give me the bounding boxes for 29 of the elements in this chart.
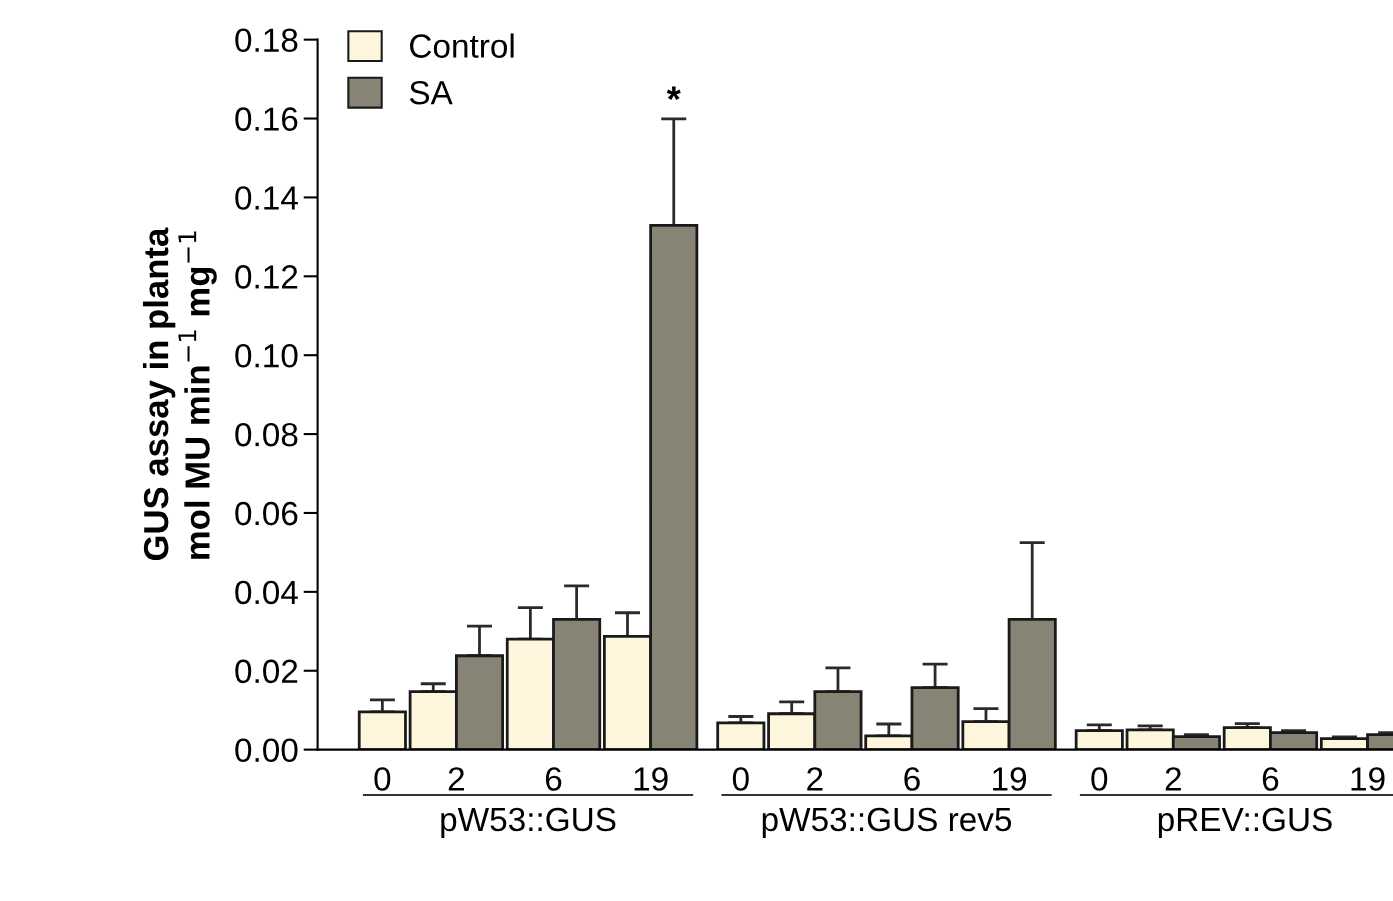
x-tick-label: 19: [634, 767, 668, 791]
y-tick-label: 0.08: [235, 422, 298, 447]
text: pREV::GUS: [1158, 807, 1332, 838]
x-tick-label: 6: [904, 767, 920, 791]
y-tick-label: 0.04: [235, 580, 298, 605]
x-tick-label: 19: [1351, 767, 1385, 791]
y-axis-title: GUS assay in planta mol MU min$^{−1}$ mg$^{−1}$: [142, 227, 217, 561]
y-tick-label: 0.12: [235, 265, 298, 289]
x-tick-label: 0: [732, 767, 749, 791]
x-tick-label: 6: [1262, 767, 1279, 791]
legend-label: SA: [409, 80, 453, 105]
y-tick-label: 0.00: [235, 738, 298, 763]
x-tick-label: 2: [448, 767, 464, 791]
y-tick-label: 0.18: [235, 28, 298, 53]
x-tick-label: 0: [374, 767, 391, 791]
x-tick-label: 0: [1091, 767, 1108, 791]
y-tick-label: 0.06: [235, 501, 298, 526]
legend-label: Control: [410, 33, 514, 58]
x-tick-label: 6: [545, 767, 562, 791]
x-tick-label: 19: [993, 767, 1027, 791]
x-tick-label: 2: [1165, 767, 1181, 791]
annotation: *: [666, 86, 681, 101]
y-tick-label: 0.16: [235, 107, 298, 131]
y-tick-label: 0.02: [235, 659, 298, 684]
y-tick-label: 0.14: [235, 186, 298, 210]
x-tick-label: 2: [807, 767, 823, 791]
text: pW53::GUS: [441, 807, 616, 838]
text: pW53::GUS rev5: [762, 807, 1012, 838]
y-tick-label: 0.10: [235, 344, 298, 368]
